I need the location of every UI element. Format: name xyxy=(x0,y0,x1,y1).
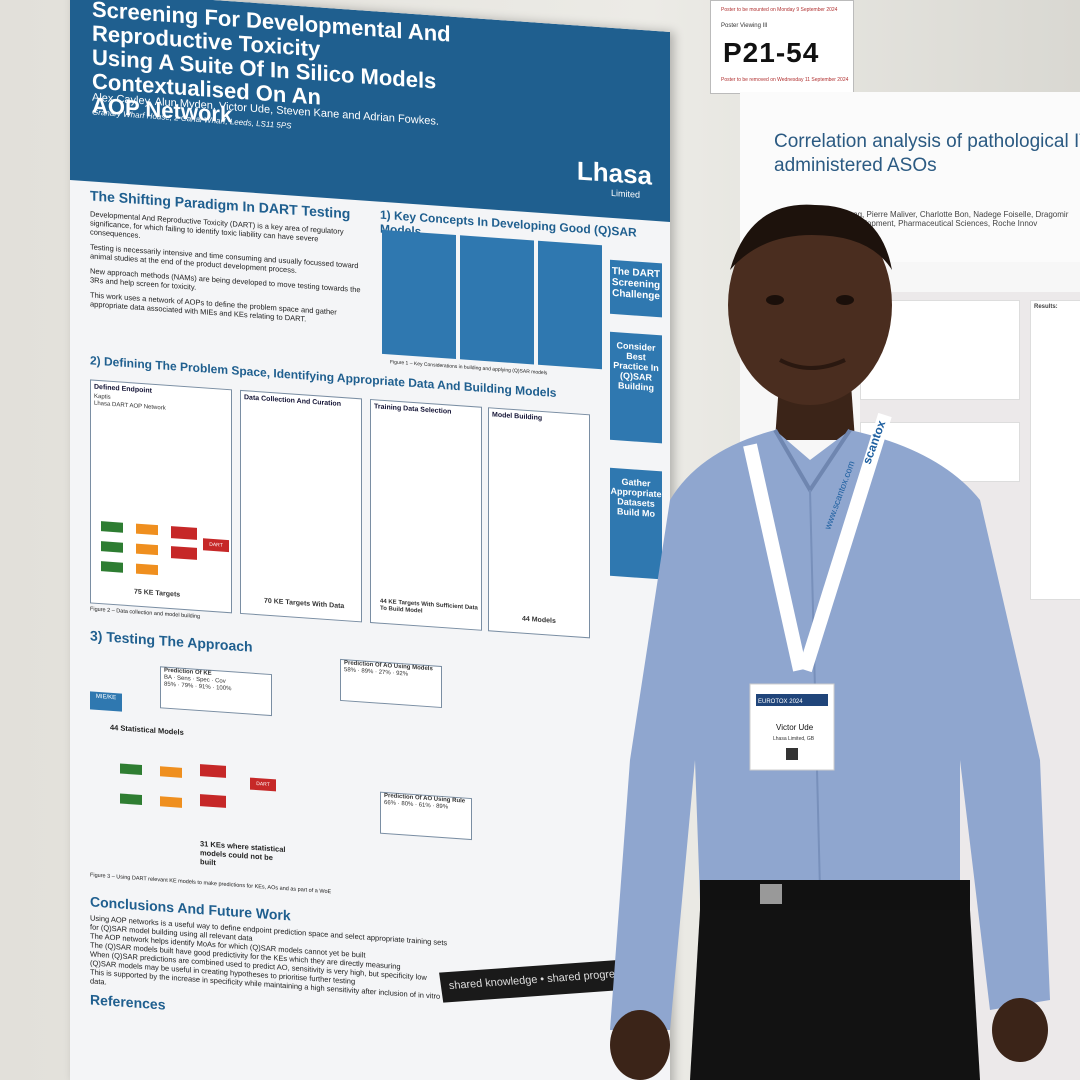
ke-node xyxy=(136,563,158,576)
badge-event-banner xyxy=(756,694,828,706)
section-title-references: References xyxy=(90,991,166,1013)
head xyxy=(728,205,892,405)
poster-board-card: Poster to be mounted on Monday 9 Septemb… xyxy=(710,0,854,94)
presenter-photo: www.scantox.com scantox EUROTOX 2024 Vic… xyxy=(610,204,1050,1080)
poster-right-results-box: Results: xyxy=(1030,300,1080,600)
no-models-label: 31 KEs where statistical models could no… xyxy=(200,839,286,868)
ke-with-data-count: 70 KE Targets With Data xyxy=(264,597,345,611)
ke-node-red xyxy=(200,794,226,808)
metric-val: 92% xyxy=(396,670,409,678)
poster-header: Screening For Developmental And Reproduc… xyxy=(70,0,670,222)
dart-node: DART xyxy=(250,777,276,792)
ke-node xyxy=(136,523,158,536)
panel-training-selection: Training Data Selection 44 KE Targets Wi… xyxy=(370,398,482,631)
ke-node xyxy=(136,543,158,556)
poster-left: Screening For Developmental And Reproduc… xyxy=(70,0,690,1080)
panel-model-building: Model Building 44 Models xyxy=(488,407,590,639)
panel-heading: Data Collection And Curation xyxy=(244,394,341,408)
metric-val: 27% xyxy=(378,669,391,677)
metric-val: 66% xyxy=(384,799,397,807)
concept-box-1 xyxy=(382,229,456,359)
metric-col: Cov xyxy=(215,678,226,685)
section-title-testing: 3) Testing The Approach xyxy=(90,627,253,655)
dart-node: DART xyxy=(203,538,229,553)
belt xyxy=(700,880,970,910)
ke-node xyxy=(101,541,123,553)
metric-val: 79% xyxy=(181,682,194,690)
metric-col: Spec xyxy=(196,676,210,684)
metric-val: 85% xyxy=(164,681,177,689)
concept-box-3 xyxy=(538,240,602,370)
panel-heading: Model Building xyxy=(492,411,543,423)
metric-val: 58% xyxy=(344,667,357,675)
poster-sheet: Screening For Developmental And Reproduc… xyxy=(70,0,670,1080)
metric-val: 91% xyxy=(198,684,211,691)
intro-bullets: Developmental And Reproductive Toxicity … xyxy=(90,209,370,334)
metric-val: 100% xyxy=(216,685,232,693)
metric-val: 61% xyxy=(418,802,431,810)
badge-event: EUROTOX 2024 xyxy=(758,699,803,705)
board-session: Poster Viewing III xyxy=(721,23,768,29)
metric-val: 89% xyxy=(361,668,374,676)
lhasa-logo-sub: Limited xyxy=(610,187,640,200)
ke-node-red xyxy=(171,526,197,540)
hand xyxy=(992,998,1048,1062)
board-remove-note: Poster to be removed on Wednesday 11 Sep… xyxy=(721,77,849,83)
poster-right-authors: Julia Pietz, Zhiwen Jiang, Pierre Malive… xyxy=(774,210,1069,219)
metric-col: Sens xyxy=(177,675,191,683)
hand xyxy=(610,1010,670,1080)
badge-org: Lhasa Limited, GB xyxy=(773,736,815,742)
ke-node xyxy=(120,763,142,776)
poster-title: Screening For Developmental And Reproduc… xyxy=(92,0,562,150)
metric-val: 89% xyxy=(436,803,449,811)
ke-node xyxy=(101,521,123,533)
ke-node xyxy=(120,793,142,806)
board-poster-code: P21-54 xyxy=(723,37,820,68)
trousers xyxy=(690,910,980,1080)
metric-val: 80% xyxy=(401,801,414,809)
badge-name: Victor Ude xyxy=(776,723,814,732)
smile xyxy=(779,358,846,370)
concept-box-2 xyxy=(460,235,534,365)
ke-node-red xyxy=(200,764,226,778)
metric-col: BA xyxy=(164,674,172,682)
prediction-dao-table: Prediction Of AO Using Models 58% · 89% … xyxy=(340,658,442,709)
lanyard-left xyxy=(743,443,807,672)
poster-right-affiliation: Research and Early Development, Pharmace… xyxy=(774,219,1038,228)
panel-heading: Training Data Selection xyxy=(374,403,452,416)
poster-right-title: Correlation analysis of pathological IT … xyxy=(774,131,1080,176)
hair xyxy=(730,204,892,270)
figure3-caption: Figure 3 – Using DART relevant KE models… xyxy=(90,872,332,896)
poster-right-results-label: Results: xyxy=(1034,304,1058,310)
ke-node xyxy=(160,796,182,808)
ke-node xyxy=(101,561,123,573)
eye xyxy=(766,295,784,305)
ke-sufficient-count: 44 KE Targets With Sufficient Data To Bu… xyxy=(380,598,478,615)
models-count: 44 Models xyxy=(522,615,556,625)
ke-node-red xyxy=(171,546,197,560)
eye xyxy=(836,295,854,305)
ke-targets-count: 75 KE Targets xyxy=(134,588,181,599)
badge-qr-code xyxy=(786,748,798,760)
lanyard-right xyxy=(798,412,892,673)
prediction-ke-table: Prediction Of KE BA · Sens · Spec · Cov … xyxy=(160,666,272,717)
panel-data-collection: Data Collection And Curation 70 KE Targe… xyxy=(240,389,362,623)
mieke-box: MIE/KE xyxy=(90,691,122,712)
prediction-aoe-table: Prediction Of AO Using Rule 66% · 80% · … xyxy=(380,791,472,841)
panel-defined-endpoint: Defined Endpoint Kaptis Lhasa DART AOP N… xyxy=(90,379,232,614)
stat-models-label: 44 Statistical Models xyxy=(110,722,184,737)
ke-node xyxy=(160,766,182,778)
poster-right-authors-block: Julia Pietz, Zhiwen Jiang, Pierre Malive… xyxy=(774,210,1080,228)
belt-buckle xyxy=(760,884,782,904)
board-mount-note: Poster to be mounted on Monday 9 Septemb… xyxy=(721,7,838,13)
lhasa-logo: Lhasa xyxy=(576,155,652,191)
